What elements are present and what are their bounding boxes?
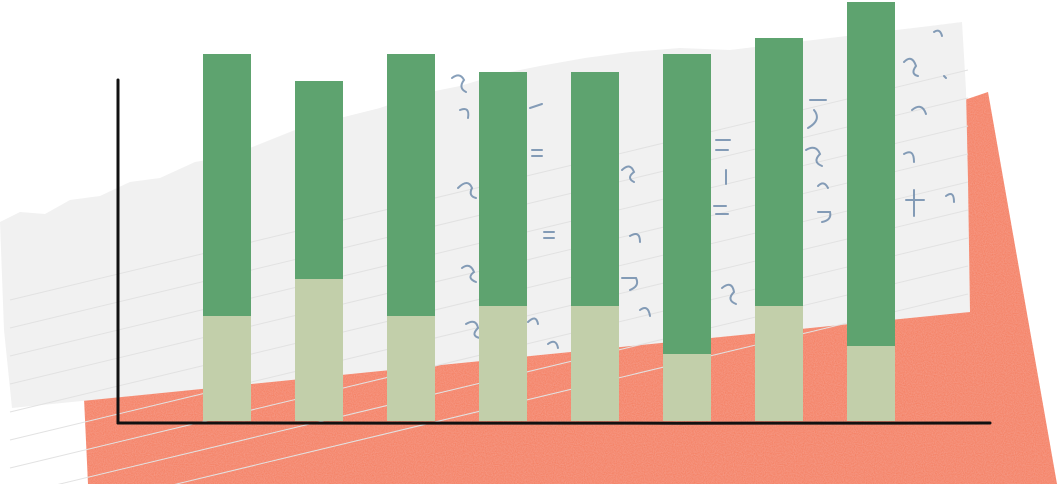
bar-segment-top bbox=[571, 72, 619, 306]
handwriting-scribbles bbox=[451, 29, 955, 349]
bar-segment-top bbox=[663, 54, 711, 354]
bar-segment-bottom bbox=[203, 316, 251, 421]
bar-segment-bottom bbox=[755, 306, 803, 421]
bar-segment-bottom bbox=[663, 354, 711, 421]
bar-segment-bottom bbox=[295, 279, 343, 421]
y-axis-line bbox=[116, 78, 120, 425]
bar-segment-top bbox=[295, 81, 343, 279]
bar-segment-bottom bbox=[571, 306, 619, 421]
bar-segment-top bbox=[479, 72, 527, 306]
bar-segment-bottom bbox=[387, 316, 435, 421]
bar-segment-bottom bbox=[847, 346, 895, 421]
bar-segment-top bbox=[203, 54, 251, 316]
bar-segment-top bbox=[847, 2, 895, 346]
bar-segment-bottom bbox=[479, 306, 527, 421]
bar-segment-top bbox=[755, 38, 803, 306]
bar-segment-top bbox=[387, 54, 435, 316]
x-axis-line bbox=[116, 421, 992, 425]
bar-group bbox=[203, 2, 895, 421]
